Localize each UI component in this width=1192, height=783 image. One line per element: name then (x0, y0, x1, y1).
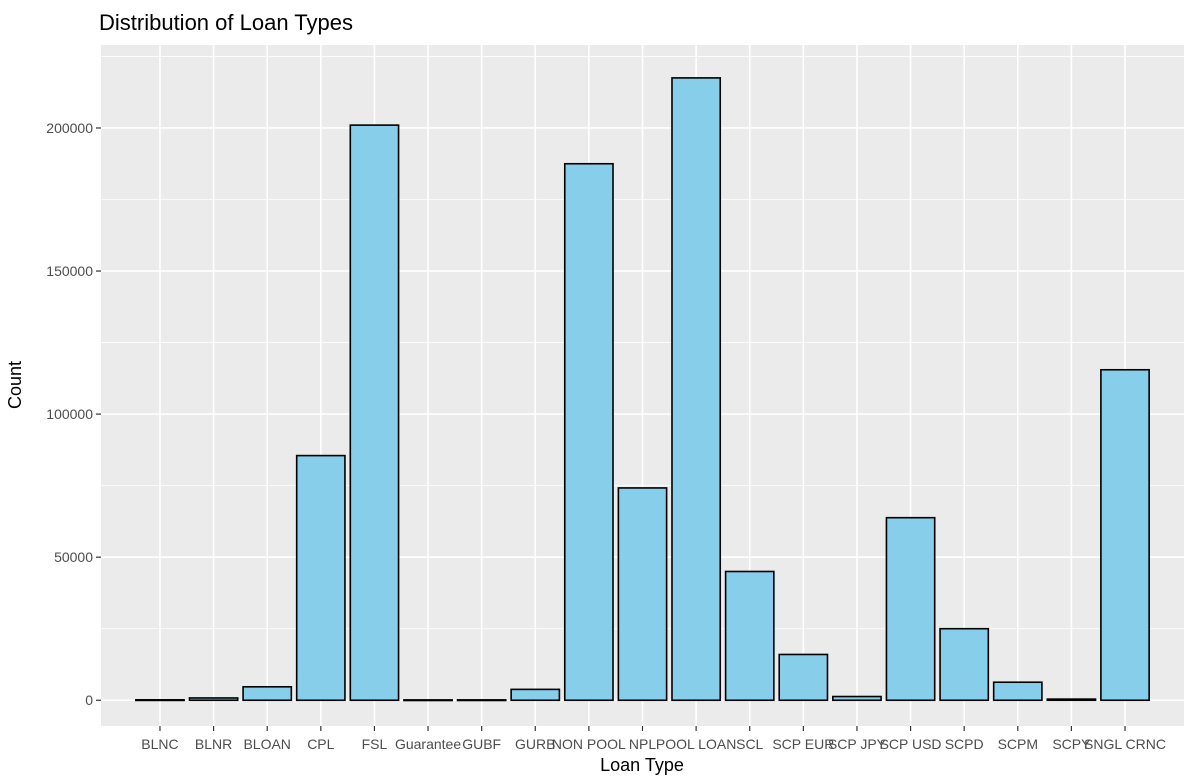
bar-blnc (135, 699, 185, 702)
x-tick-label: GURB (515, 736, 555, 752)
x-axis-title: Loan Type (600, 755, 684, 775)
bar-scpm (992, 681, 1043, 702)
bar-bloan (242, 685, 293, 702)
bar-pool-loan (671, 77, 722, 702)
x-tick-label: SCP JPY (828, 736, 887, 752)
x-tick-label: SCL (736, 736, 763, 752)
x-tick-label: SCP USD (880, 736, 942, 752)
bar-guarantee (403, 699, 453, 702)
x-tick-label: Guarantee (395, 736, 461, 752)
bar-gubf (456, 699, 507, 702)
x-tick-label: SCPD (945, 736, 984, 752)
bar-sngl-crnc (1100, 368, 1150, 702)
x-tick-label: NPL (629, 736, 656, 752)
bar-scl (724, 570, 775, 702)
x-tick-label: POOL LOAN (656, 736, 736, 752)
bar-gurb (510, 688, 561, 702)
bar-scp-eur (778, 653, 829, 702)
x-tick-label: GUBF (462, 736, 501, 752)
bar-npl (617, 487, 668, 702)
x-tick-label: SCP EUR (772, 736, 834, 752)
y-tick-label: 100000 (46, 406, 93, 422)
bar-blnr (188, 697, 239, 702)
y-tick-label: 50000 (54, 549, 93, 565)
y-axis-title: Count (5, 361, 25, 409)
bar-scpy (1046, 698, 1097, 702)
x-tick-label: NON POOL (552, 736, 626, 752)
y-tick-label: 0 (85, 692, 93, 708)
x-tick-label: BLNR (195, 736, 232, 752)
x-tick-label: BLOAN (243, 736, 290, 752)
chart-title: Distribution of Loan Types (99, 10, 353, 35)
bar-scp-usd (885, 516, 936, 702)
bar-scp-jpy (832, 695, 882, 702)
x-tick-label: SNGL CRNC (1084, 736, 1166, 752)
x-tick-label: BLNC (141, 736, 178, 752)
x-tick-label: CPL (307, 736, 334, 752)
bar-scpd (939, 627, 990, 702)
y-tick-label: 150000 (46, 263, 93, 279)
x-axis: BLNC BLNR BLOAN CPL FSL Guarantee GUBF GURBNON … (141, 726, 1166, 752)
bars (135, 77, 1150, 702)
bar-non-pool (563, 162, 614, 702)
y-axis: 0 50000 100000 150000 200000 (46, 120, 101, 708)
bar-fsl (349, 124, 400, 702)
x-tick-label: SCPY (1052, 736, 1091, 752)
x-tick-label: SCPM (998, 736, 1038, 752)
x-tick-label: FSL (362, 736, 388, 752)
y-tick-label: 200000 (46, 120, 93, 136)
bar-cpl (295, 454, 346, 702)
